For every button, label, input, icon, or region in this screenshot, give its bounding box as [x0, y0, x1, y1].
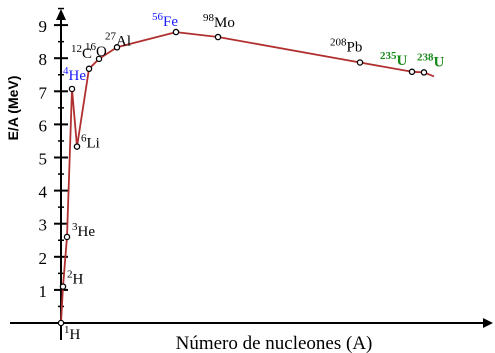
data-point-marker: [95, 55, 103, 63]
point-label-symbol: He: [69, 68, 87, 84]
point-label-mass-number: 16: [85, 41, 97, 53]
point-label-symbol: He: [78, 224, 96, 240]
x-axis-label: Número de nucleones (A): [176, 333, 373, 353]
data-point-marker: [214, 33, 222, 41]
point-label: 208Pb: [330, 37, 362, 56]
data-point-marker: [68, 85, 76, 93]
y-tick-label: 3: [39, 216, 48, 235]
point-label-symbol: H: [73, 272, 84, 288]
point-label-mass-number: 4: [63, 65, 69, 77]
point-label-symbol: Al: [116, 33, 131, 49]
point-label-symbol: Li: [87, 136, 100, 152]
data-point-marker: [172, 28, 180, 36]
point-label-mass-number: 12: [71, 43, 82, 55]
point-label-mass-number: 3: [72, 221, 78, 233]
y-tick-label: 4: [39, 183, 48, 202]
y-tick-label: 6: [39, 116, 48, 135]
point-label: 3He: [72, 221, 95, 240]
y-tick-label: 9: [39, 17, 48, 36]
y-tick-label: 7: [39, 83, 48, 102]
point-label-mass-number: 208: [330, 37, 347, 49]
point-label-symbol: H: [70, 327, 81, 343]
point-label-mass-number: 2: [67, 269, 73, 281]
point-label-symbol: U: [397, 53, 408, 69]
point-label-symbol: Pb: [347, 40, 363, 56]
point-label: 238U: [417, 51, 445, 70]
point-label-mass-number: 56: [152, 11, 164, 23]
y-tick-label: 8: [39, 50, 48, 69]
point-label-symbol: U: [434, 54, 445, 70]
y-tick-label: 2: [39, 249, 48, 268]
point-label-mass-number: 6: [81, 133, 87, 145]
binding-energy-curve: [60, 31, 435, 324]
point-label: 235U: [380, 50, 408, 69]
point-label-symbol: Mo: [214, 15, 235, 31]
y-tick-label: 5: [39, 150, 48, 169]
point-label: 6Li: [81, 133, 100, 152]
data-point-marker: [85, 65, 93, 73]
data-point-marker: [113, 44, 121, 51]
point-label-mass-number: 238: [417, 51, 434, 63]
point-label-symbol: C: [82, 46, 92, 62]
y-ticks: 1 2 3 4 5 6 7 8 9: [39, 7, 68, 308]
point-label-mass-number: 98: [203, 12, 215, 24]
data-point-marker: [63, 233, 71, 241]
point-label: 98Mo: [203, 12, 235, 31]
data-point-marker: [408, 68, 416, 76]
point-label-symbol: Fe: [163, 14, 178, 30]
point-label: 27Al: [105, 30, 131, 49]
point-label-symbol: O: [96, 44, 107, 60]
point-label-mass-number: 235: [380, 50, 397, 62]
point-label: 56Fe: [152, 11, 178, 30]
data-point-marker: [420, 69, 428, 76]
point-label-mass-number: 1: [64, 324, 70, 336]
x-axis-arrow: [483, 318, 493, 328]
data-point-marker: [59, 283, 67, 290]
y-tick-label: 1: [39, 282, 48, 301]
y-axis-arrow: [56, 9, 66, 20]
point-label: 12C: [71, 43, 92, 62]
point-label: 4He: [63, 65, 86, 84]
data-point-marker: [356, 59, 364, 66]
point-label: 2H: [67, 269, 84, 288]
point-label-mass-number: 27: [105, 30, 117, 42]
data-markers: [57, 28, 428, 327]
data-point-marker: [57, 319, 65, 327]
point-label: 16O: [85, 41, 107, 60]
y-axis-label: E/A (MeV): [5, 76, 21, 141]
point-label: 1H: [64, 324, 81, 343]
data-point-marker: [73, 143, 81, 150]
